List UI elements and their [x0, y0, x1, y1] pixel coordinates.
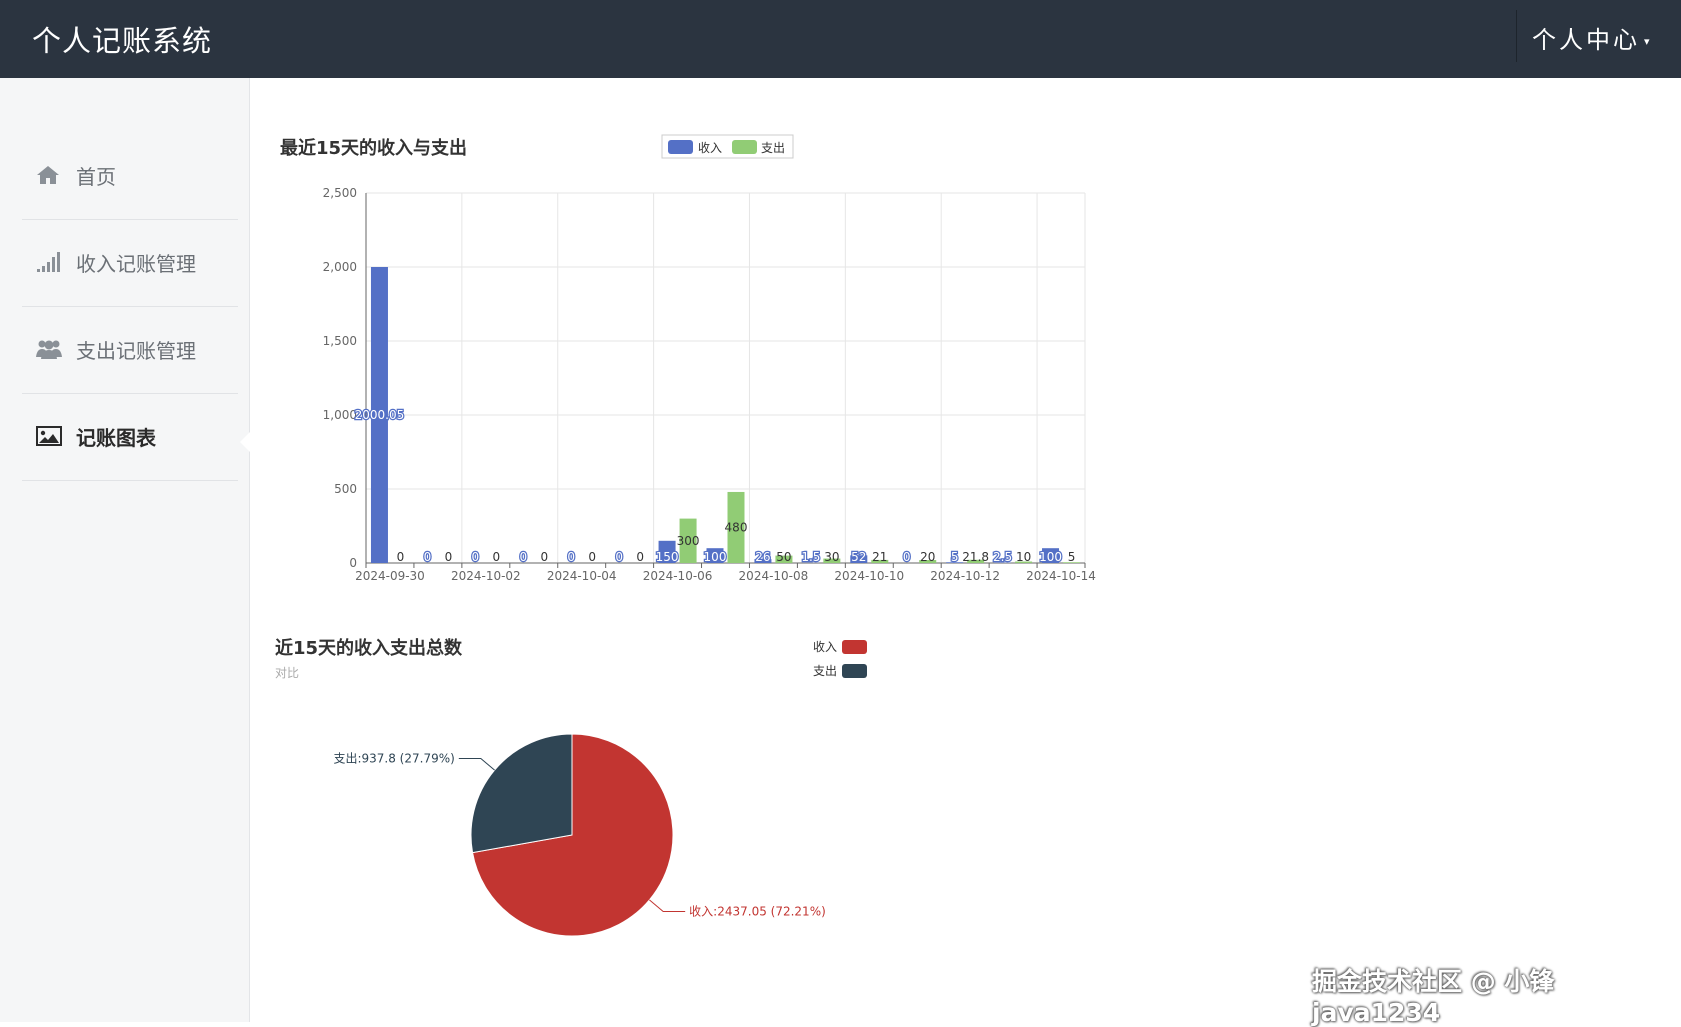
y-tick-label: 500 [334, 482, 357, 496]
legend-swatch-expense[interactable] [732, 140, 757, 154]
bar-value-label: 5 [1068, 550, 1076, 564]
bar-value-label: 5 [951, 550, 959, 564]
bar-value-label: 150 [656, 550, 679, 564]
bar-value-label: 0 [588, 550, 596, 564]
bar-value-label: 0 [903, 550, 911, 564]
x-tick-label: 2024-10-10 [834, 569, 904, 583]
bar-value-label: 0 [519, 550, 527, 564]
bar-value-label: 10 [1016, 550, 1031, 564]
bar-value-label: 26 [755, 550, 770, 564]
y-tick-label: 1,000 [323, 408, 357, 422]
y-tick-label: 2,500 [323, 186, 357, 200]
legend-label-expense[interactable]: 支出 [761, 141, 785, 155]
bar-value-label: 21.8 [962, 550, 989, 564]
x-tick-label: 2024-10-08 [739, 569, 809, 583]
x-tick-label: 2024-10-14 [1026, 569, 1096, 583]
y-tick-label: 2,000 [323, 260, 357, 274]
legend-label-income[interactable]: 收入 [698, 141, 722, 155]
bar-value-label: 30 [824, 550, 839, 564]
bar-value-label: 0 [567, 550, 575, 564]
bar-value-label: 0 [445, 550, 453, 564]
bar-value-label: 52 [851, 550, 866, 564]
x-tick-label: 2024-10-02 [451, 569, 521, 583]
y-tick-label: 0 [349, 556, 357, 570]
bar-value-label: 0 [615, 550, 623, 564]
bar-value-label: 2000.05 [355, 408, 405, 422]
bar-value-label: 0 [472, 550, 480, 564]
x-tick-label: 2024-10-06 [643, 569, 713, 583]
bar-value-label: 0 [397, 550, 405, 564]
y-tick-label: 1,500 [323, 334, 357, 348]
x-tick-label: 2024-10-12 [930, 569, 1000, 583]
bar-value-label: 2.5 [993, 550, 1012, 564]
bar-value-label: 0 [424, 550, 432, 564]
bar-value-label: 1.5 [801, 550, 820, 564]
bar-value-label: 480 [725, 520, 748, 534]
bar-value-label: 21 [872, 550, 887, 564]
bar-value-label: 0 [636, 550, 644, 564]
bar-chart-legend: 收入 支出 [662, 135, 793, 158]
x-tick-label: 2024-09-30 [355, 569, 425, 583]
bar-value-label: 50 [776, 550, 791, 564]
watermark: 掘金技术社区 @ 小锋java1234 [1312, 962, 1681, 1027]
bar-value-label: 100 [704, 550, 727, 564]
bar-value-label: 0 [540, 550, 548, 564]
bar-value-label: 100 [1039, 550, 1062, 564]
legend-swatch-income[interactable] [668, 140, 693, 154]
bar-value-label: 0 [493, 550, 501, 564]
bar-value-label: 300 [677, 534, 700, 548]
x-tick-label: 2024-10-04 [547, 569, 617, 583]
bar-value-label: 20 [920, 550, 935, 564]
